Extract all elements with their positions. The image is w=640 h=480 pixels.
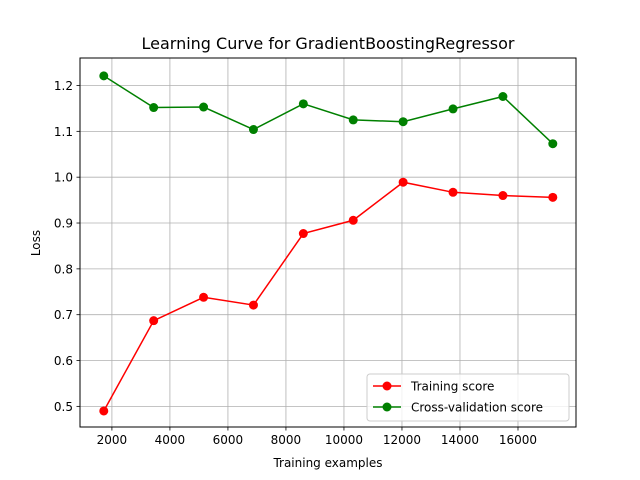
training-score-point bbox=[348, 215, 358, 225]
x-axis: 2000 4000 6000 8000 10000 12000 14000 16000 bbox=[97, 427, 537, 447]
legend-training-score-label: Training score bbox=[410, 380, 494, 394]
cross-validation-score-point bbox=[548, 139, 558, 149]
series-layer bbox=[99, 71, 558, 416]
cross-validation-score-point bbox=[348, 115, 358, 125]
training-score-point bbox=[149, 316, 159, 326]
x-tick-label: 8000 bbox=[271, 433, 302, 447]
cross-validation-score-point bbox=[448, 104, 458, 114]
x-tick-label: 12000 bbox=[383, 433, 421, 447]
y-axis-label: Loss bbox=[29, 230, 43, 256]
training-score-point bbox=[248, 300, 258, 310]
legend-cross-validation-score-label: Cross-validation score bbox=[411, 401, 543, 415]
training-score-point bbox=[498, 191, 508, 201]
y-tick-label: 1.2 bbox=[54, 79, 73, 93]
training-score-point bbox=[548, 192, 558, 202]
cross-validation-score-line bbox=[103, 75, 554, 145]
training-score-line bbox=[103, 181, 553, 412]
legend-box bbox=[366, 373, 570, 422]
y-tick-label: 0.9 bbox=[54, 217, 73, 231]
training-score-point bbox=[398, 177, 408, 187]
x-tick-label: 14000 bbox=[441, 433, 479, 447]
training-score-point bbox=[199, 292, 209, 302]
cross-validation-score-point bbox=[199, 102, 209, 112]
cross-validation-score-point bbox=[498, 92, 508, 102]
cross-validation-score-point bbox=[149, 103, 159, 113]
y-tick-label: 0.8 bbox=[54, 262, 73, 276]
x-tick-label: 16000 bbox=[499, 433, 537, 447]
legend-cross-validation-score-marker bbox=[382, 402, 392, 412]
y-tick-label: 0.7 bbox=[54, 308, 73, 322]
x-axis-label: Training examples bbox=[272, 456, 382, 470]
y-tick-label: 0.6 bbox=[54, 354, 73, 368]
legend-training-score-marker bbox=[382, 381, 392, 391]
training-score-point bbox=[448, 187, 458, 197]
y-tick-label: 1.0 bbox=[54, 171, 73, 185]
x-tick-label: 6000 bbox=[213, 433, 244, 447]
x-tick-label: 4000 bbox=[155, 433, 186, 447]
y-tick-label: 0.5 bbox=[54, 400, 73, 414]
y-tick-label: 1.1 bbox=[54, 125, 73, 139]
plot-frame bbox=[79, 57, 577, 428]
chart-title: Learning Curve for GradientBoostingRegre… bbox=[142, 34, 515, 53]
cross-validation-score-point bbox=[99, 71, 109, 81]
y-axis: 0.5 0.6 0.7 0.8 0.9 1.0 1.1 1.2 bbox=[54, 79, 80, 414]
training-score-point bbox=[99, 406, 109, 416]
cross-validation-score-point bbox=[298, 99, 308, 109]
cross-validation-score-point bbox=[248, 125, 258, 135]
grid bbox=[80, 58, 576, 427]
x-tick-label: 2000 bbox=[97, 433, 128, 447]
cross-validation-score-point bbox=[398, 117, 408, 127]
training-score-point bbox=[298, 229, 308, 239]
legend: Training score Cross-validation score bbox=[366, 373, 570, 422]
x-tick-label: 10000 bbox=[325, 433, 363, 447]
